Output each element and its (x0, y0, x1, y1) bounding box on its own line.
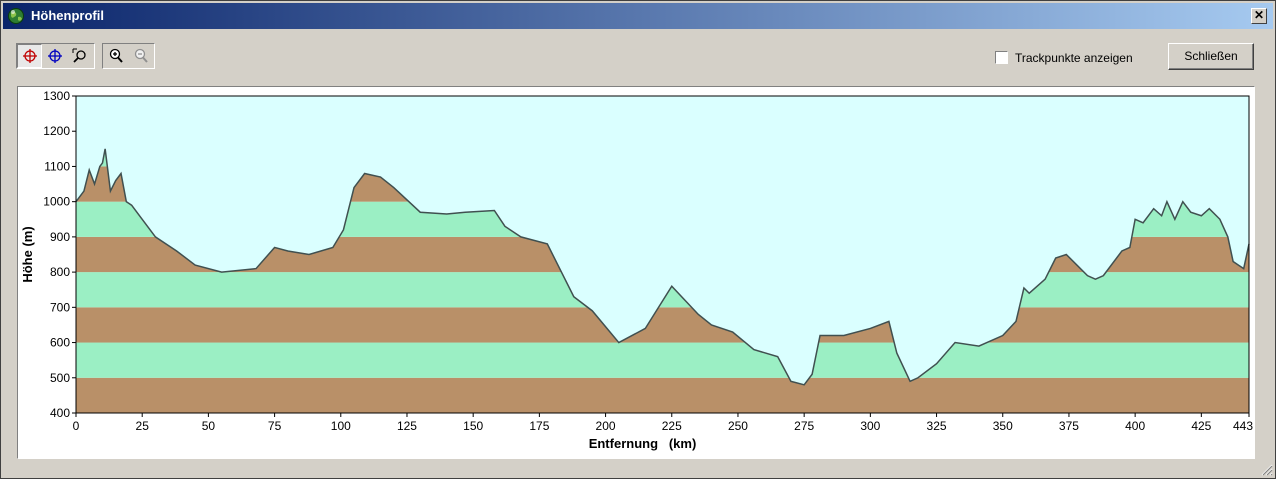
x-tick-label: 225 (662, 419, 682, 433)
elevation-chart: 400 500 600 700 800 900 1000 1100 1200 1300 0 25 50… (20, 89, 1253, 451)
trackpoints-checkbox[interactable] (995, 51, 1008, 64)
x-tick-label: 425 (1191, 419, 1211, 433)
crosshair-blue-icon (47, 49, 62, 63)
plot-frame (75, 95, 1250, 414)
y-tick-label: 1100 (44, 159, 70, 173)
x-tick-label: 250 (728, 419, 748, 433)
crosshair-red-icon (22, 49, 37, 63)
close-button[interactable]: Schließen (1168, 43, 1254, 70)
x-axis-label: Entfernung (km) (589, 436, 697, 451)
elevation-band (76, 342, 1249, 378)
zoom-group (102, 43, 155, 69)
y-tick-label: 500 (50, 371, 70, 385)
x-tick-label: 400 (1125, 419, 1145, 433)
elevation-band (76, 307, 1249, 343)
y-tick-label: 600 (50, 336, 70, 350)
x-tick-label: 325 (927, 419, 947, 433)
resize-grip-icon[interactable] (1259, 462, 1273, 476)
x-tick-label: 100 (331, 419, 351, 433)
y-tick-label: 1300 (43, 89, 70, 103)
x-tick-label: 25 (136, 419, 150, 433)
x-tick-label: 300 (860, 419, 880, 433)
x-tick-label: 0 (73, 419, 80, 433)
x-tick-label: 443 (1233, 419, 1253, 433)
zoom-select-tool-button[interactable] (67, 44, 92, 68)
x-tick-label: 175 (529, 419, 549, 433)
window-close-button[interactable]: ✕ (1251, 8, 1267, 24)
x-tick-label: 125 (397, 419, 417, 433)
x-tick-label: 375 (1059, 419, 1079, 433)
zoom-out-button[interactable] (128, 44, 153, 68)
elevation-profile-line (75, 148, 1250, 386)
zoom-select-icon (72, 48, 86, 63)
title-bar[interactable]: Höhenprofil ✕ (3, 3, 1273, 29)
chart-sky-area (76, 96, 1249, 385)
tool-group (16, 43, 95, 69)
y-axis-label: Höhe (m) (20, 226, 35, 282)
x-tick-label: 150 (463, 419, 483, 433)
y-tick-label: 1000 (43, 195, 70, 209)
blue-crosshair-tool-button[interactable] (42, 44, 67, 68)
trackpoints-label[interactable]: Trackpunkte anzeigen (1015, 51, 1133, 65)
globe-icon (7, 7, 25, 25)
x-tick-label: 200 (596, 419, 616, 433)
y-tick-label: 700 (50, 300, 70, 314)
x-tick-label: 350 (993, 419, 1013, 433)
red-crosshair-tool-button[interactable] (17, 44, 42, 68)
zoom-out-icon (134, 48, 148, 63)
x-tick-label: 50 (202, 419, 216, 433)
y-tick-label: 1200 (43, 124, 70, 138)
zoom-in-button[interactable] (103, 44, 128, 68)
x-tick-label: 75 (268, 419, 282, 433)
y-tick-label: 900 (50, 230, 70, 244)
x-tick-label: 275 (794, 419, 814, 433)
y-tick-label: 800 (50, 265, 70, 279)
elevation-band (76, 377, 1249, 413)
zoom-in-icon (109, 48, 123, 63)
close-icon: ✕ (1253, 8, 1265, 22)
y-tick-label: 400 (50, 406, 70, 420)
window-title: Höhenprofil (31, 8, 104, 23)
elevation-chart-panel: 400 500 600 700 800 900 1000 1100 1200 1300 0 25 50… (17, 86, 1255, 459)
